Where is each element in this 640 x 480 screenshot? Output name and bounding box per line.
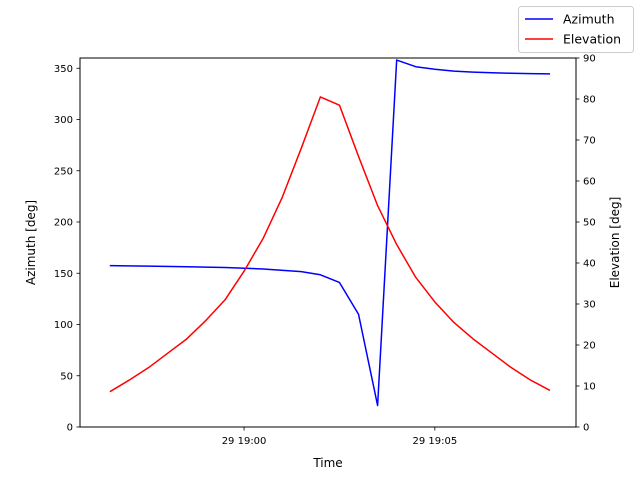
y-right-tick-label: 50 [583,218,596,229]
legend: Azimuth Elevation [518,6,634,53]
x-tick-label: 29 19:05 [412,436,457,447]
y-right-tick-label: 10 [583,382,596,393]
y-right-tick-label: 70 [583,136,596,147]
y-axis-right-label: Elevation [deg] [608,197,622,289]
y-right-tick-label: 0 [583,423,589,434]
y-right-tick-label: 60 [583,177,596,188]
y-axis-right: 0 10 20 30 40 50 60 70 80 90 [576,54,596,434]
y-axis-left-label: Azimuth [deg] [24,200,38,285]
y-right-tick-label: 20 [583,341,596,352]
plot-frame [79,57,577,428]
y-right-tick-label: 90 [583,54,596,65]
x-axis-label: Time [312,456,342,470]
series-line-elevation [109,96,551,393]
y-right-tick-label: 30 [583,300,596,311]
x-axis: 29 19:00 29 19:05 [222,427,457,447]
y-left-tick-label: 250 [54,166,73,177]
legend-label-elevation: Elevation [563,32,621,47]
y-right-tick-label: 40 [583,259,596,270]
y-left-tick-label: 150 [54,269,73,280]
series-layer [109,59,551,407]
y-axis-left: 0 50 100 150 200 250 300 350 [54,64,80,434]
y-left-tick-label: 300 [54,115,73,126]
plot-area [79,57,577,428]
y-left-tick-label: 100 [54,320,73,331]
x-tick-label: 29 19:00 [222,436,267,447]
y-left-tick-label: 350 [54,64,73,75]
y-left-tick-label: 0 [67,423,73,434]
y-right-tick-label: 80 [583,95,596,106]
y-left-tick-label: 200 [54,218,73,229]
series-line-azimuth [109,59,551,407]
legend-box [518,6,634,53]
y-left-tick-label: 50 [60,371,73,382]
legend-label-azimuth: Azimuth [563,12,615,27]
